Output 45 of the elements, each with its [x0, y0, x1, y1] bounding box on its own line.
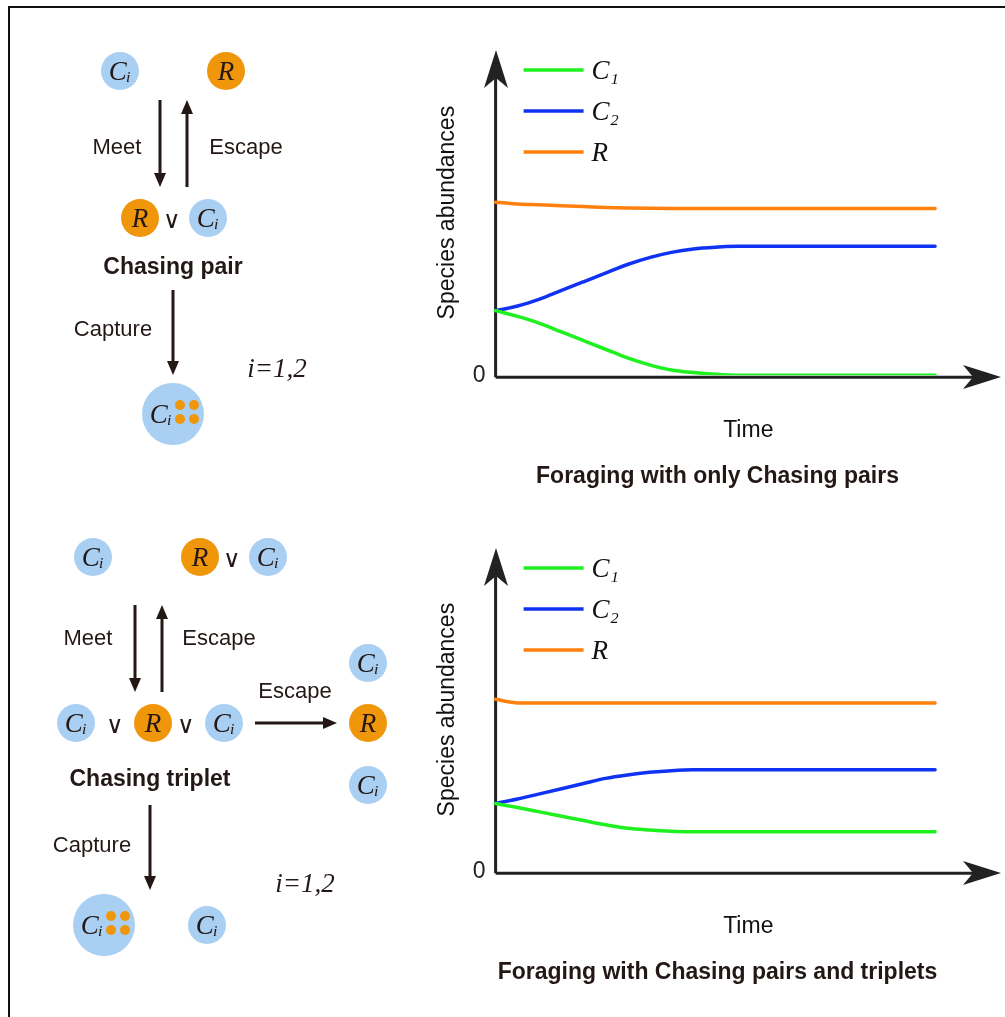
text: Cᵢ — [196, 202, 220, 233]
text: Cᵢ — [64, 707, 88, 738]
text: Cᵢ — [149, 398, 173, 429]
text: Cᵢ — [256, 541, 280, 572]
text: Chasing triplet — [69, 764, 231, 791]
text: i=1,2 — [247, 352, 307, 383]
text: ∨ — [223, 545, 241, 572]
text: Foraging with only Chasing pairs — [536, 461, 899, 488]
text: Cᵢ — [81, 541, 105, 572]
text: ∨ — [177, 711, 195, 738]
y-axis-title: Species abundances — [433, 105, 460, 320]
text: Capture — [73, 316, 153, 341]
text: i=1,2 — [275, 867, 335, 898]
text: R — [359, 707, 377, 738]
text: Cᵢ — [80, 909, 104, 940]
text: R — [217, 55, 235, 86]
text: Capture — [52, 832, 132, 857]
text: Meet — [92, 134, 142, 159]
text: R — [131, 202, 149, 233]
text: Escape — [209, 134, 283, 159]
legend-label: C₂ — [591, 96, 620, 127]
legend-label: C₁ — [591, 55, 620, 86]
text: Cᵢ — [212, 707, 236, 738]
legend-label: C₁ — [591, 553, 620, 584]
text: Escape — [182, 625, 256, 650]
text: ∨ — [163, 206, 181, 233]
text: Cᵢ — [356, 647, 380, 678]
text: Cᵢ — [108, 55, 132, 86]
text: Foraging with Chasing pairs and triplets — [497, 957, 938, 984]
text: R — [144, 707, 162, 738]
text: Chasing pair — [103, 252, 243, 279]
x-axis-title: Time — [723, 415, 774, 442]
y-axis-title: Species abundances — [433, 602, 460, 817]
text: R — [191, 541, 209, 572]
legend-label: R — [590, 137, 609, 168]
text: Escape — [258, 678, 332, 703]
text: Cᵢ — [195, 909, 219, 940]
text: Cᵢ — [356, 769, 380, 800]
legend-label: R — [590, 635, 609, 666]
x-axis-title: Time — [723, 911, 774, 938]
legend-label: C₂ — [591, 594, 620, 625]
text: ∨ — [106, 711, 124, 738]
annotation: 0 — [472, 856, 486, 883]
text: Meet — [63, 625, 113, 650]
annotation: 0 — [472, 360, 486, 387]
